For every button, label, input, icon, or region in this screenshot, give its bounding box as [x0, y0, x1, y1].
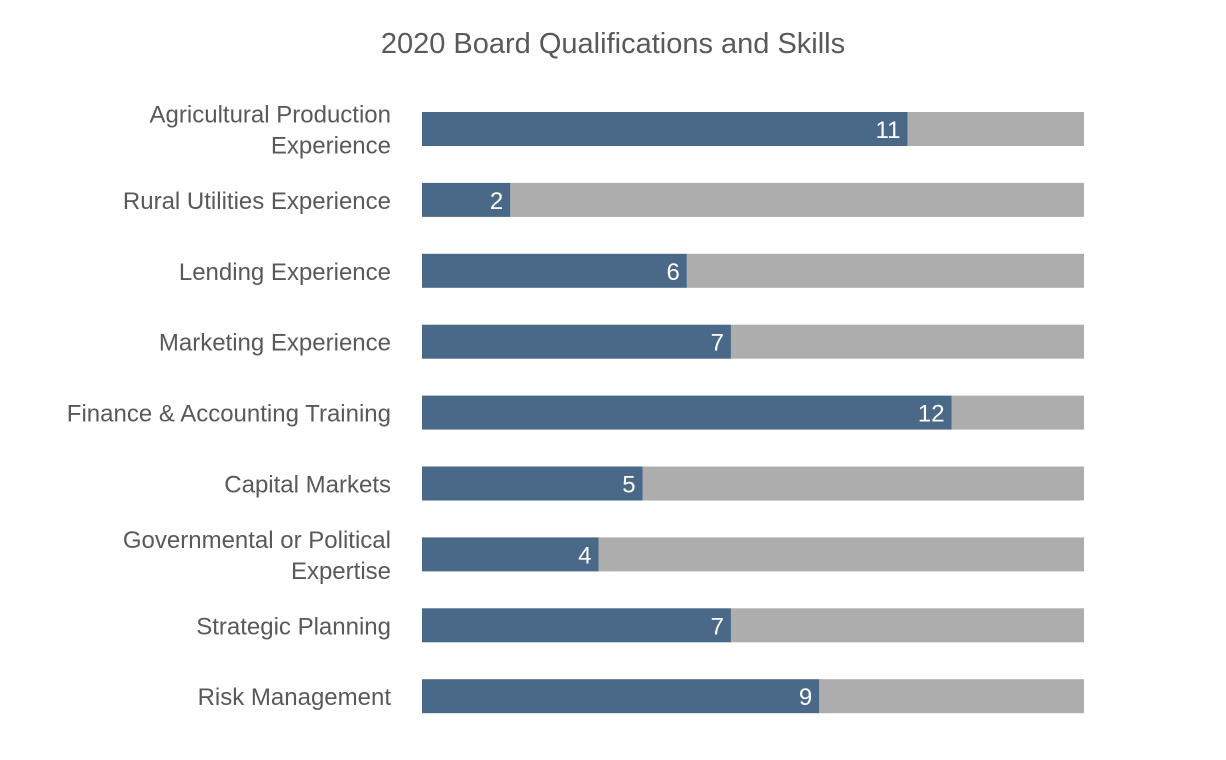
data-label: 4 [578, 542, 591, 569]
category-label: Risk Management [198, 684, 392, 711]
category-label: Agricultural Production [150, 102, 391, 129]
value-bar [422, 182, 511, 217]
value-bar [422, 679, 820, 714]
data-label: 6 [666, 259, 679, 286]
value-bar [422, 395, 952, 430]
remainder-bar [510, 182, 1084, 217]
data-label: 5 [622, 472, 635, 499]
category-label: Marketing Experience [159, 330, 391, 357]
remainder-bar [730, 608, 1084, 643]
category-label: Strategic Planning [196, 613, 391, 640]
remainder-bar [642, 466, 1084, 501]
data-label: 11 [876, 117, 901, 144]
data-label: 12 [918, 401, 945, 428]
category-label: Finance & Accounting Training [67, 401, 391, 428]
chart-title: 2020 Board Qualifications and Skills [381, 28, 845, 60]
value-bar [422, 537, 599, 572]
bars-group: 11 Agricultural Production Experience 2 Rura… [67, 102, 1084, 714]
data-label: 2 [490, 188, 503, 215]
category-label: Capital Markets [224, 472, 391, 499]
data-label: 9 [799, 684, 812, 711]
category-label: Lending Experience [179, 259, 391, 286]
remainder-bar [686, 253, 1084, 288]
remainder-bar [951, 395, 1084, 430]
value-bar [422, 466, 643, 501]
value-bar [422, 324, 731, 359]
data-label: 7 [711, 613, 724, 640]
data-label: 7 [711, 330, 724, 357]
category-label: Rural Utilities Experience [123, 188, 391, 215]
value-bar [422, 112, 908, 146]
remainder-bar [598, 537, 1084, 572]
category-label: Governmental or Political [123, 527, 391, 554]
value-bar [422, 608, 731, 643]
category-label: Expertise [291, 558, 391, 585]
remainder-bar [730, 324, 1084, 359]
value-bar [422, 253, 687, 288]
remainder-bar [907, 112, 1084, 146]
remainder-bar [819, 679, 1084, 714]
category-label: Experience [271, 133, 391, 160]
